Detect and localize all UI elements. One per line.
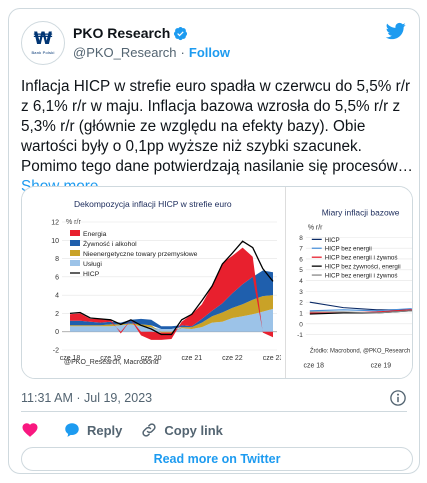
chart2-xtick: cze 19 [371, 362, 392, 369]
chart1-xtick: cze 21 [181, 355, 202, 362]
avatar-caption: Bank Polski [31, 50, 55, 55]
chart2-line-0 [309, 301, 412, 311]
copy-link-label: Copy link [164, 422, 223, 438]
chart2-ytick: 5 [299, 267, 303, 274]
tweet-text: Inflacja HICP w strefie euro spadła w cz… [21, 78, 413, 175]
tweet-actions: Reply Copy link [21, 419, 241, 441]
tweet-header: ₩ Bank Polski PKO Research @PKO_Research… [21, 21, 407, 65]
chart2-ytick: 2 [299, 300, 303, 307]
chart2-ytick: 4 [299, 278, 303, 285]
display-name[interactable]: PKO Research [73, 25, 171, 41]
handle[interactable]: @PKO_Research [73, 45, 177, 60]
chart1-legend-label: Nieenergetyczne towary przemysłowe [83, 251, 198, 258]
chart2-legend-label: HICP bez żywności, energii [325, 264, 401, 271]
chart2-legend-label: HICP bez energii i żywnoś [325, 273, 398, 280]
chart1-ytick: 8 [55, 256, 59, 263]
chart1-legend-label: HICP [83, 271, 100, 278]
chart1-area-nieenergetyczne-towary-przemys-owe [70, 295, 273, 333]
chart1-ytick: 4 [55, 293, 59, 300]
chart1-line-hicp [69, 240, 274, 336]
reply-label: Reply [87, 422, 123, 438]
chart1-legend-swatch [70, 260, 80, 266]
chart1-xtick: cze 20 [141, 355, 162, 362]
chart2-ytick: 6 [299, 256, 303, 263]
chart2-line-4 [309, 310, 412, 314]
chart1-legend-swatch [70, 240, 80, 246]
bank-logo-icon: ₩ [33, 29, 53, 49]
chart1-xtick: cze 23 [263, 355, 281, 362]
chart2-line-1 [309, 308, 412, 312]
chart1-xtick: cze 18 [60, 355, 81, 362]
chart2-title: Miary inflacji bazowe [322, 208, 400, 218]
chart1-legend-label: Usługi [83, 261, 102, 268]
chart2-legend-label: HICP bez energii i żywnoś [325, 255, 398, 262]
chart1-legend-swatch [70, 250, 80, 256]
timestamp[interactable]: 11:31 AM · Jul 19, 2023 [21, 391, 153, 405]
info-icon[interactable] [389, 389, 407, 407]
chart2-ytick: 0 [299, 321, 303, 328]
chart2-ytick: 1 [299, 310, 303, 317]
chart1-ytick: 6 [55, 274, 59, 281]
chart2-ytick: -1 [297, 332, 303, 339]
follow-button[interactable]: Follow [188, 45, 231, 60]
tweet-card: ₩ Bank Polski PKO Research @PKO_Research… [8, 8, 420, 474]
chart1-area-energia [70, 247, 273, 340]
chart2-source: Źródło: Macrobond, @PKO_Research [310, 347, 410, 354]
chart2-xtick: cze 18 [304, 362, 325, 369]
chart2-ytick: 3 [299, 289, 303, 296]
hicp-decomposition-chart: Dekompozycja inflacji HICP w strefie eur… [22, 187, 281, 378]
tweet-media[interactable]: Dekompozycja inflacji HICP w strefie eur… [21, 186, 413, 379]
chart1-ytick: -2 [53, 348, 59, 355]
chart1-ytick: 10 [51, 238, 59, 245]
divider [21, 411, 407, 412]
chart2-ytick: 8 [299, 235, 303, 242]
separator: · [180, 45, 185, 60]
chart1-title: Dekompozycja inflacji HICP w strefie eur… [74, 199, 232, 209]
reply-icon [65, 423, 79, 437]
tweet-body: Inflacja HICP w strefie euro spadła w cz… [21, 77, 413, 197]
chart1-legend-swatch [70, 230, 80, 236]
heart-icon [22, 423, 38, 437]
chart1-legend-label: Energia [83, 231, 107, 238]
chart1-area-us-ugi [70, 308, 273, 332]
handle-line: @PKO_Research · Follow [73, 45, 230, 60]
chart1-ytick: 0 [55, 329, 59, 336]
link-icon [142, 423, 157, 437]
chart2-legend-label: HICP bez energii [325, 246, 372, 253]
chart2-legend-label: HICP [325, 237, 340, 244]
chart2-ylabel: % r/r [308, 224, 323, 231]
chart1-source: @PKO_Research, Macrobond [64, 359, 159, 366]
read-more-button[interactable]: Read more on Twitter [21, 447, 413, 471]
chart1-area--ywno-i-alkohol [70, 270, 273, 329]
reply-button[interactable]: Reply [63, 421, 122, 439]
chart1-ylabel: % r/r [66, 219, 81, 226]
like-button[interactable] [21, 421, 45, 439]
chart1-ytick: 12 [51, 220, 59, 227]
core-inflation-chart: Miary inflacji bazowe % r/r 876543210-1 … [285, 187, 412, 378]
verified-badge-icon [174, 26, 188, 40]
avatar[interactable]: ₩ Bank Polski [21, 21, 65, 65]
chart1-xtick: cze 22 [222, 355, 243, 362]
chart1-ytick: 2 [55, 311, 59, 318]
chart1-legend-label: Żywność i alkohol [83, 239, 137, 248]
twitter-bird-icon[interactable] [385, 21, 407, 41]
chart2-ytick: 7 [299, 246, 303, 253]
chart1-xtick: cze 19 [100, 355, 121, 362]
tweet-meta: 11:31 AM · Jul 19, 2023 [21, 391, 152, 405]
name-line: PKO Research [73, 25, 188, 41]
copy-link-button[interactable]: Copy link [140, 421, 223, 439]
